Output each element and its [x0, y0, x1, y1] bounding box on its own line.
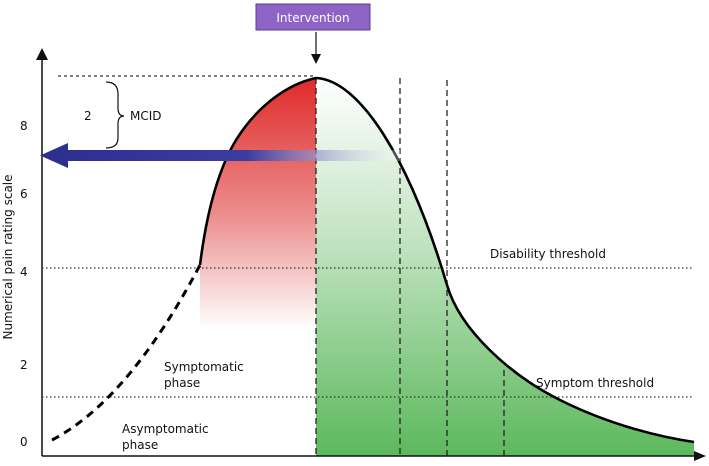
intervention-pointer-head [311, 54, 321, 64]
y-tick-8: 8 [20, 119, 28, 133]
disability-threshold-label: Disability threshold [490, 247, 606, 261]
y-axis-label: Numerical pain rating scale [1, 174, 15, 339]
x-axis-arrowhead [694, 451, 706, 461]
y-tick-2: 2 [20, 358, 28, 372]
pain-area-red [200, 78, 316, 330]
mcid-brace [105, 81, 125, 149]
y-tick-6: 6 [20, 187, 28, 201]
asymptomatic-phase-label-line2: phase [122, 438, 158, 452]
blue-arrow-shaft [60, 150, 400, 161]
recovery-area-green [316, 78, 694, 456]
mcid-label: MCID [130, 109, 162, 123]
symptom-threshold-label: Symptom threshold [536, 376, 654, 390]
intervention-label: Intervention [276, 11, 349, 25]
asymptomatic-phase-label-line1: Asymptomatic [122, 422, 209, 436]
symptomatic-phase-label-line2: phase [164, 376, 200, 390]
y-tick-0: 0 [20, 435, 28, 449]
y-tick-4: 4 [20, 265, 28, 279]
symptomatic-phase-label-line1: Symptomatic [164, 360, 244, 374]
y-axis-arrowhead [36, 48, 48, 60]
pain-curve-onset-dashed [51, 264, 202, 442]
intervention-box [255, 3, 371, 31]
mcid-value: 2 [84, 109, 92, 123]
blue-arrow-head [40, 143, 68, 168]
